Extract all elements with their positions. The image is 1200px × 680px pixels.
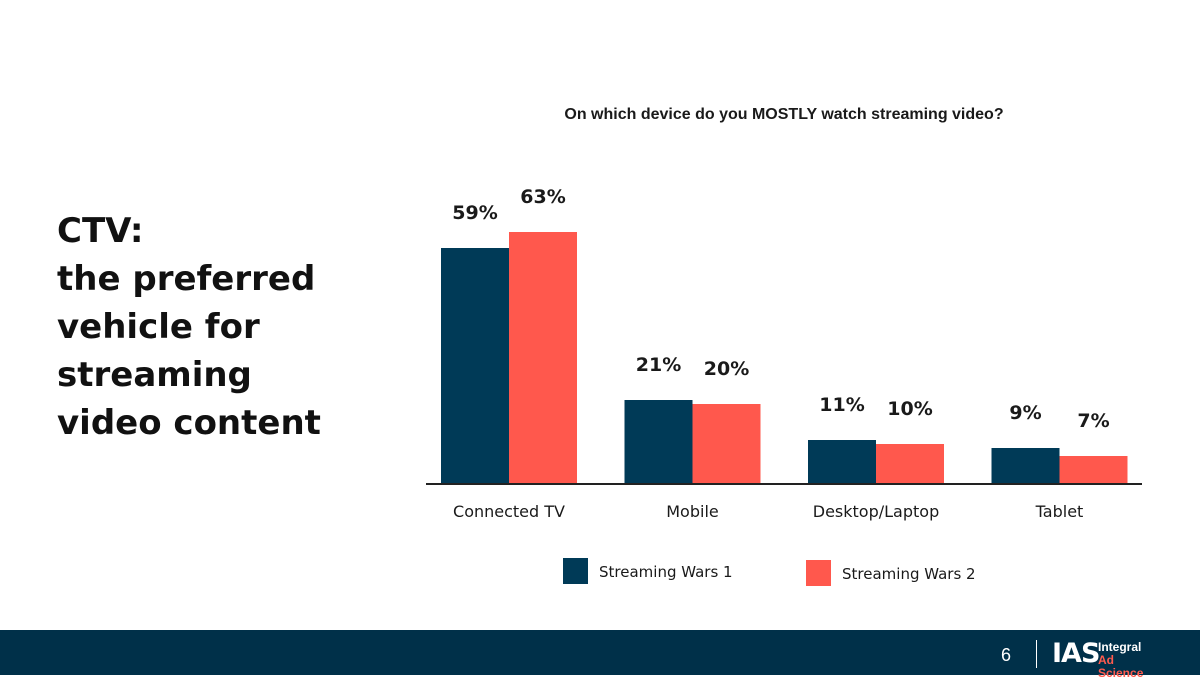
legend-label-1: Streaming Wars 1 (599, 563, 733, 581)
footer-bar (0, 630, 1200, 675)
bar-2-4 (1059, 456, 1128, 484)
legend-swatch-1 (563, 558, 588, 584)
category-label-3: Desktop/Laptop (813, 502, 939, 521)
data-label-1-4: 9% (1009, 402, 1041, 424)
bar-2-3 (876, 444, 944, 484)
slide-headline: CTV: the preferred vehicle for streaming… (57, 207, 402, 447)
data-label-1-3: 11% (819, 394, 864, 416)
ias-logo-mark: IAS (1052, 638, 1100, 669)
headline-line-5: video content (57, 403, 321, 443)
category-label-2: Mobile (666, 502, 718, 521)
category-label-1: Connected TV (453, 502, 565, 521)
headline-line-1: CTV: (57, 211, 144, 251)
legend-swatch-2 (806, 560, 831, 586)
category-label-4: Tablet (1035, 502, 1084, 521)
headline-line-3: vehicle for (57, 307, 260, 347)
bar-1-4 (991, 448, 1060, 484)
legend-label-2: Streaming Wars 2 (842, 565, 976, 583)
bar-2-2 (692, 404, 761, 484)
bar-1-1 (441, 248, 509, 484)
page-number: 6 (1001, 645, 1012, 665)
data-label-1-1: 59% (452, 202, 497, 224)
headline-line-2: the preferred (57, 259, 316, 299)
data-label-2-1: 63% (520, 186, 565, 208)
headline-line-4: streaming (57, 355, 252, 395)
ias-logo: IAS Integral Ad Science (1052, 638, 1162, 680)
bar-chart: On which device do you MOSTLY watch stre… (426, 106, 1142, 586)
data-label-1-2: 21% (636, 354, 681, 376)
data-label-2-2: 20% (704, 358, 749, 380)
data-label-2-4: 7% (1077, 410, 1109, 432)
ias-logo-text: Integral Ad Science (1098, 640, 1144, 680)
footer-divider (1036, 640, 1037, 668)
bar-1-2 (624, 400, 693, 484)
chart-title: On which device do you MOSTLY watch stre… (564, 106, 1003, 123)
bar-1-3 (808, 440, 876, 484)
data-label-2-3: 10% (887, 398, 932, 420)
bar-2-1 (509, 232, 577, 484)
